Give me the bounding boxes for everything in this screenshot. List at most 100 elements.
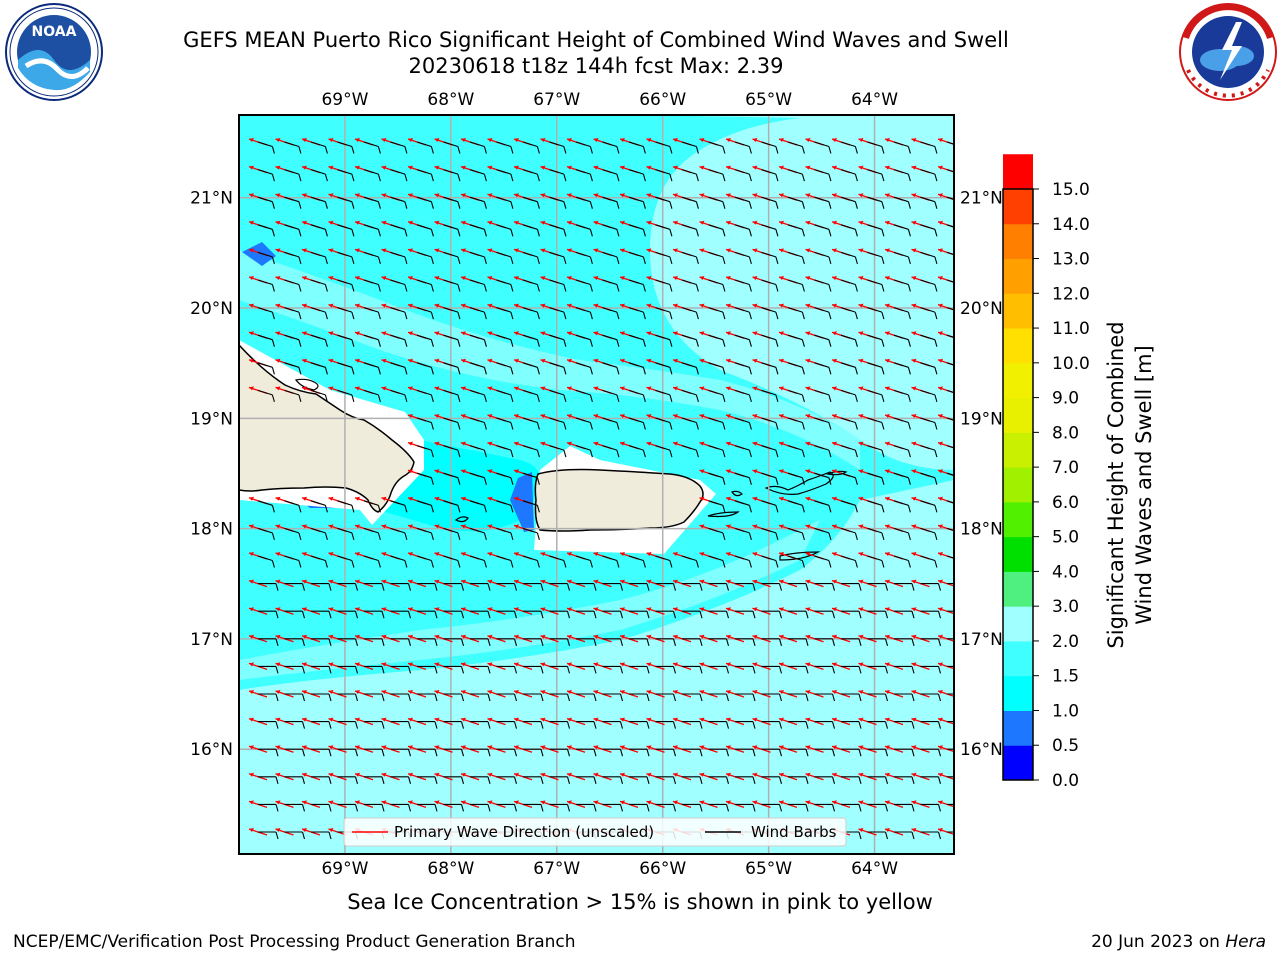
wind-barb-flag — [593, 611, 597, 619]
wind-barb-shaft — [310, 279, 326, 286]
wind-barb-flag — [881, 394, 885, 403]
wind-barb-flag — [828, 560, 832, 568]
wind-barb-shaft — [867, 389, 883, 396]
wind-barb-shaft — [920, 527, 936, 534]
wind-barb-flag — [907, 505, 911, 513]
wave-arrow-head — [249, 800, 254, 805]
wind-barb-shaft — [946, 389, 954, 394]
wind-barb-flag — [513, 693, 518, 702]
wind-barb-shaft — [708, 141, 724, 148]
wind-barb-flag — [695, 284, 699, 292]
wave-arrow-head — [938, 524, 943, 529]
wind-barb-flag — [937, 831, 942, 840]
wave-arrow-head — [779, 165, 784, 170]
wave-arrow-head — [461, 772, 466, 777]
lon-label-top: 66°W — [639, 90, 686, 110]
wind-barb-flag — [965, 611, 967, 618]
lat-label-right: 16°N — [960, 740, 1003, 760]
wind-barb-flag — [884, 749, 889, 757]
wind-barb-flag — [510, 146, 514, 154]
wave-arrow-head — [779, 276, 784, 280]
wind-barb-flag — [748, 173, 752, 182]
wind-barb-flag — [460, 776, 465, 784]
wave-arrow-head — [567, 745, 572, 750]
wave-arrow-head — [593, 331, 599, 336]
wind-barb-shaft — [708, 334, 724, 341]
wave-arrow-head — [355, 717, 360, 722]
wave-arrow-head — [355, 800, 360, 805]
wind-barb-flag — [828, 229, 832, 237]
wave-arrow-head — [355, 772, 360, 777]
wave-arrow-head — [832, 662, 837, 667]
wave-arrow-head — [779, 414, 784, 418]
wind-barb-flag — [669, 394, 673, 403]
colorbar-tick-label: 1.5 — [1052, 667, 1079, 687]
wind-barb-shaft — [734, 141, 750, 148]
wind-barb-flag — [381, 749, 385, 757]
wave-arrow-head — [938, 607, 943, 612]
wave-arrow-head — [487, 165, 493, 170]
wave-arrow-head — [673, 358, 678, 363]
wind-barb-shaft — [416, 251, 432, 258]
wave-arrow-head — [620, 745, 625, 750]
wave-arrow-head — [355, 690, 360, 694]
wave-arrow-head — [938, 331, 943, 336]
wind-barb-flag — [460, 666, 465, 674]
wave-arrow-head — [885, 138, 890, 142]
wind-barb-flag — [275, 831, 279, 840]
wind-barb-flag — [404, 284, 408, 292]
colorbar-tick-label: 4.0 — [1052, 562, 1079, 582]
wind-barb-flag — [275, 666, 279, 674]
colorbar-tick-label: 10.0 — [1052, 354, 1090, 374]
wave-arrow-head — [779, 745, 784, 750]
wind-barb-flag — [646, 638, 650, 646]
wave-arrow-head — [699, 138, 705, 142]
wind-barb-shaft — [840, 417, 856, 424]
colorbar-segment — [1003, 258, 1033, 294]
wave-arrow-head — [434, 414, 440, 418]
wind-barb-shaft — [867, 196, 883, 203]
wind-barb-flag — [589, 284, 593, 292]
wind-barb-flag — [510, 560, 514, 568]
wave-arrow-head — [540, 800, 546, 805]
wave-arrow-head — [408, 165, 413, 170]
wave-arrow-head — [858, 220, 864, 225]
wave-arrow-head — [620, 358, 625, 363]
wind-barb-flag — [407, 666, 412, 674]
wave-arrow-head — [381, 386, 387, 391]
wind-barb-shaft — [416, 389, 432, 396]
wave-arrow-head — [699, 690, 705, 694]
wave-arrow-head — [514, 220, 519, 225]
wind-barb-flag — [642, 229, 646, 237]
wave-arrow-head — [885, 634, 890, 639]
wind-barb-flag — [961, 285, 963, 292]
wind-barb-shaft — [575, 224, 591, 230]
wind-barb-shaft — [920, 445, 936, 451]
wind-barb-shaft — [840, 445, 856, 451]
wind-barb-flag — [748, 560, 752, 568]
wave-arrow-head — [779, 331, 784, 336]
wind-barb-flag — [881, 477, 885, 485]
wind-barb-flag — [934, 284, 938, 292]
wave-arrow-head — [699, 800, 705, 805]
wind-barb-shaft — [734, 500, 750, 506]
wave-arrow-head — [646, 634, 652, 639]
wind-barb-shaft — [708, 307, 724, 313]
wave-arrow-head — [805, 138, 811, 142]
wind-barb-flag — [725, 776, 730, 784]
wind-barb-flag — [430, 532, 434, 541]
wave-arrow-head — [434, 220, 440, 225]
wind-barb-flag — [828, 339, 832, 347]
wave-arrow-head — [381, 358, 387, 363]
wind-barb-flag — [460, 693, 465, 702]
wind-barb-flag — [271, 201, 275, 209]
wind-barb-flag — [566, 638, 571, 646]
wind-barb-flag — [854, 532, 858, 541]
wind-barb-flag — [589, 560, 593, 568]
wind-barb-flag — [536, 256, 540, 265]
wind-barb-flag — [934, 311, 938, 320]
wind-barb-shaft — [893, 417, 909, 424]
wind-barb-flag — [828, 449, 832, 458]
wave-arrow-head — [752, 193, 758, 198]
wind-barb-flag — [722, 146, 726, 154]
